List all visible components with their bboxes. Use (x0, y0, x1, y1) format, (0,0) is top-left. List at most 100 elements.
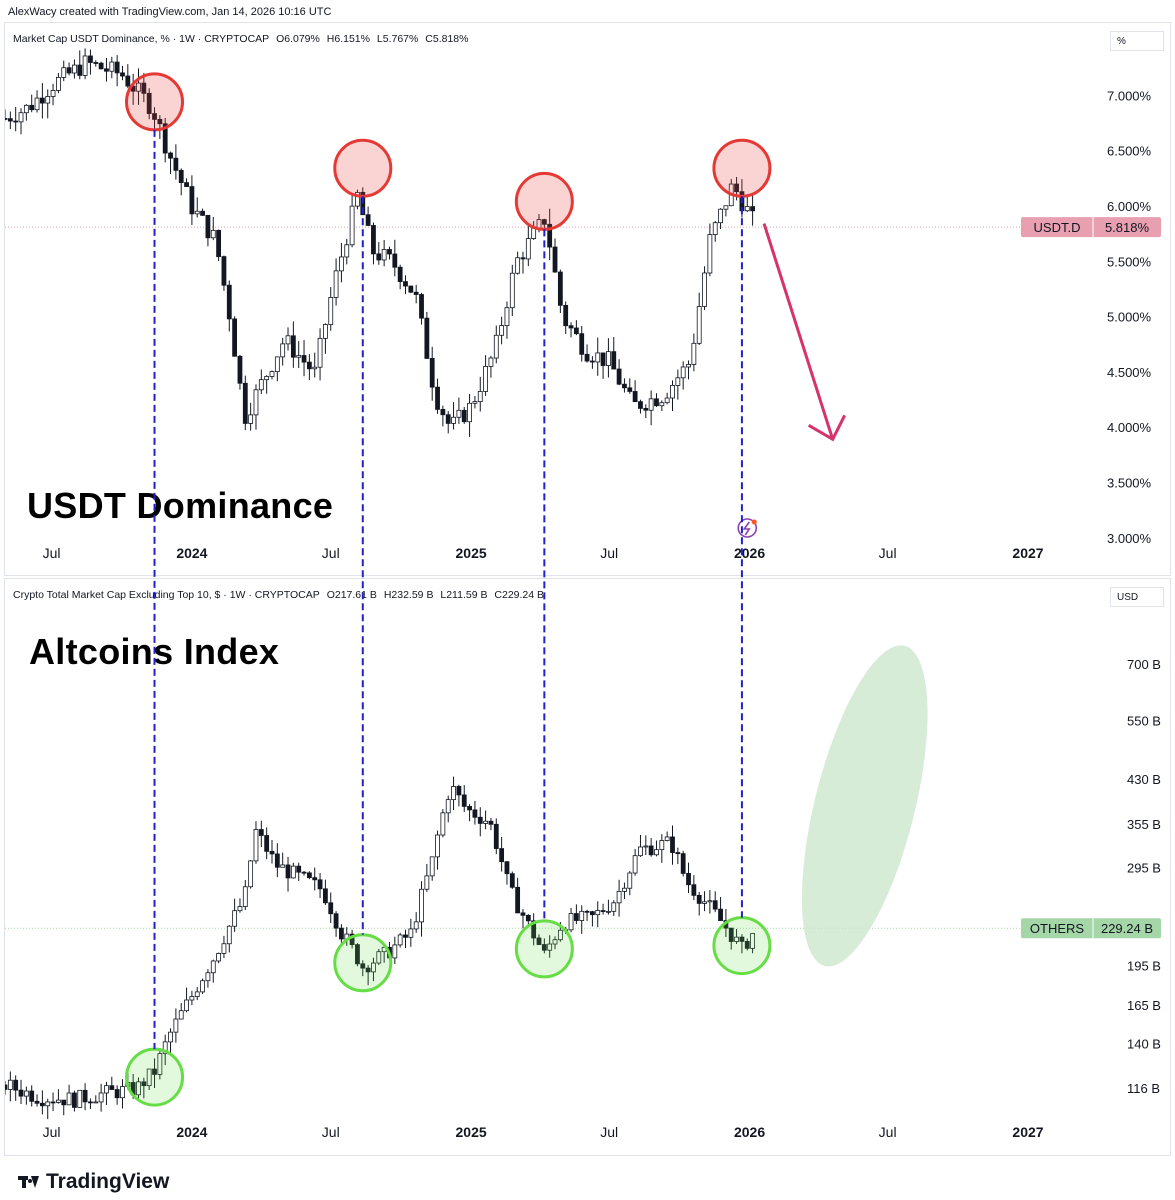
bottom-candle (72, 1092, 77, 1108)
bottom-candle (152, 1068, 157, 1075)
top-candle (339, 256, 344, 272)
top-candle (237, 355, 243, 384)
bottom-candle (403, 934, 408, 938)
bullish-projection-ellipse (801, 645, 928, 967)
top-candle (451, 416, 456, 424)
projection-arrow (762, 223, 835, 440)
usdt-dominance-chart[interactable]: 7.000% 6.500% 6.000% 5.500% 5.000% 4.500% 4.00… (5, 23, 1170, 575)
usdt-dominance-pane[interactable]: Market Cap USDT Dominance, % · 1W · CRYP… (4, 22, 1171, 576)
top-candle (595, 352, 601, 363)
top-candle (312, 366, 318, 370)
top-x-tick-label: 2027 (1012, 545, 1043, 561)
bottom-candle (728, 927, 734, 942)
bottom-candle (280, 864, 286, 868)
top-candle (456, 409, 462, 418)
top-x-tick-label: Jul (43, 545, 61, 561)
altcoins-index-chart[interactable]: 700 B 550 B 430 B 355 B 295 B 195 B 165 B 140 B… (5, 579, 1170, 1155)
bottom-candle (643, 845, 649, 848)
bottom-candle (120, 1086, 125, 1099)
bottom-candle (104, 1085, 109, 1094)
top-candle (371, 225, 376, 255)
bottom-candle (536, 937, 542, 945)
top-candle (248, 414, 254, 424)
altcoins-index-pane[interactable]: Crypto Total Market Cap Excluding Top 10… (4, 578, 1171, 1156)
top-candle (200, 210, 205, 216)
top-candle (39, 97, 45, 104)
top-candle (34, 97, 40, 111)
bottom-candle (333, 913, 339, 929)
top-candle (606, 351, 611, 366)
bottom-last-value-label: 229.24 B (1101, 921, 1153, 936)
bottom-candle (451, 786, 456, 801)
top-candle (18, 112, 24, 123)
top-candle (72, 64, 77, 74)
bottom-candle (56, 1099, 61, 1103)
top-candle (435, 386, 440, 410)
bottom-candle (750, 933, 755, 949)
top-candle (168, 152, 173, 159)
top-candle (419, 294, 424, 319)
bottom-legend-symbol[interactable]: Crypto Total Market Cap Excluding Top 10… (13, 589, 320, 601)
top-candle (397, 266, 403, 283)
bottom-candle (376, 951, 382, 964)
bottom-candle (525, 914, 531, 922)
author-credit: AlexWacy created with TradingView.com, J… (8, 6, 332, 18)
bottom-candle (483, 820, 489, 824)
top-y-tick-label: 4.000% (1107, 420, 1152, 435)
top-x-tick-label: Jul (600, 545, 618, 561)
bottom-candle (34, 1100, 40, 1104)
bottom-candle (360, 963, 366, 969)
bottom-candle (541, 944, 547, 951)
top-candle (157, 118, 163, 125)
bottom-candle (189, 996, 195, 1001)
bottom-x-tick-label: Jul (879, 1124, 897, 1140)
top-legend-symbol[interactable]: Market Cap USDT Dominance, % · 1W · CRYP… (13, 33, 270, 45)
top-y-tick-label: 3.000% (1107, 531, 1152, 546)
bottom-x-tick-label: Jul (43, 1124, 61, 1140)
bottom-candle (274, 853, 280, 868)
top-candle (734, 183, 739, 193)
bottom-candle (269, 850, 275, 855)
bottom-candle (392, 944, 398, 959)
top-candle (670, 385, 675, 399)
bottom-candle (734, 936, 739, 942)
bottom-candle (509, 873, 515, 888)
top-legend-high: H6.151% (326, 33, 370, 45)
bottom-candle (568, 913, 574, 931)
top-candle (547, 223, 553, 248)
bottom-candle (258, 829, 264, 836)
top-candle (408, 285, 414, 293)
top-candle (664, 397, 670, 404)
bottom-candle (675, 852, 681, 855)
bottom-candle (61, 1099, 67, 1106)
lightning-bolt-icon (742, 521, 751, 536)
bottom-candle (520, 912, 526, 916)
top-scale-unit-button[interactable]: % (1110, 31, 1164, 51)
top-candle (301, 355, 307, 363)
top-candle (616, 368, 622, 385)
top-candle (440, 409, 446, 416)
top-candle (109, 61, 115, 72)
bottom-candle (141, 1081, 147, 1087)
top-candle (290, 335, 296, 358)
bottom-y-tick-label: 165 B (1127, 998, 1161, 1013)
top-candle (504, 307, 510, 327)
bottom-candle (493, 823, 499, 849)
top-candle (82, 55, 88, 76)
top-y-tick-label: 7.000% (1107, 88, 1152, 103)
bottom-candle (242, 886, 248, 907)
bottom-candle (301, 871, 307, 874)
bottom-candle (467, 806, 472, 811)
projection-arrow-head (807, 414, 847, 442)
bottom-candle (696, 894, 702, 904)
bottom-candle (739, 936, 745, 942)
tradingview-brand[interactable]: TradingView (18, 1170, 169, 1194)
top-candle (696, 306, 702, 344)
top-candle (77, 64, 83, 76)
top-symbol-tag: USDT.D (1034, 220, 1081, 235)
top-candle (349, 205, 355, 246)
bottom-scale-unit-button[interactable]: USD (1110, 587, 1164, 607)
bottom-candle (136, 1081, 141, 1096)
top-candle (333, 270, 339, 298)
top-candle (61, 67, 67, 78)
